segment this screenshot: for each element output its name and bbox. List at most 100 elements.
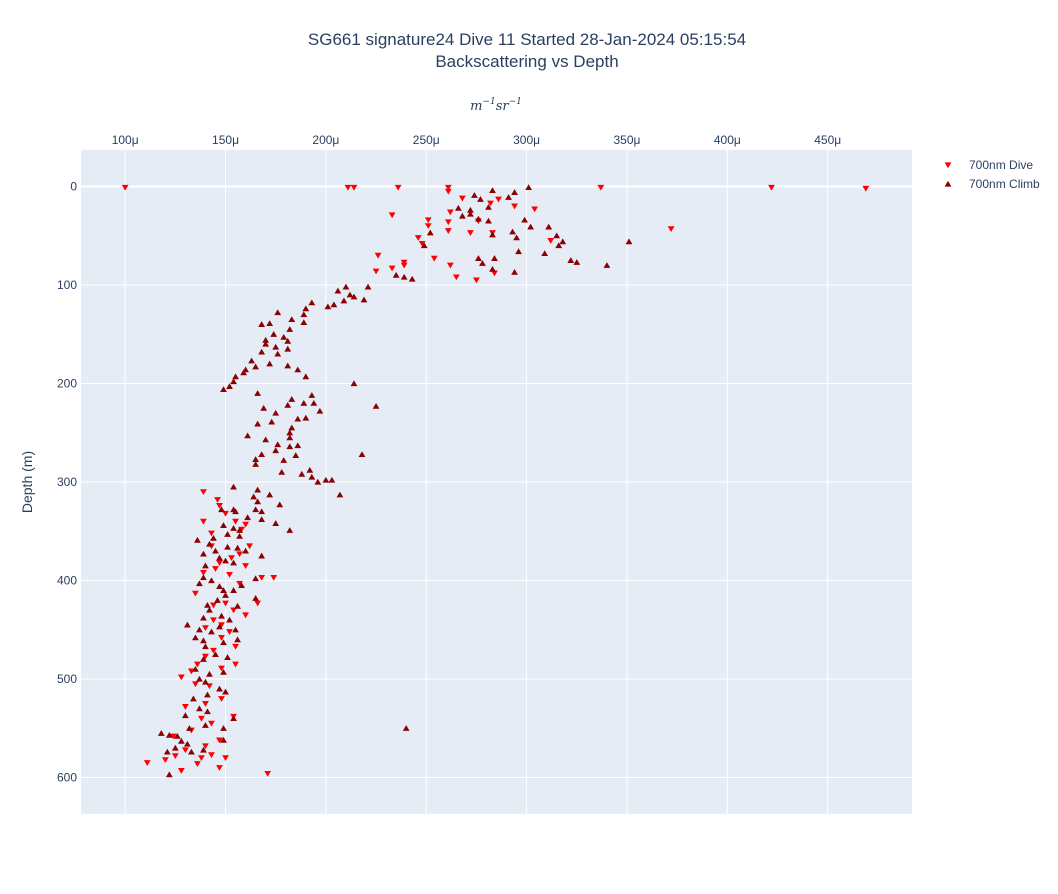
climb-point bbox=[286, 443, 294, 450]
climb-point bbox=[364, 283, 372, 290]
climb-point bbox=[288, 316, 296, 323]
climb-point bbox=[545, 223, 553, 230]
climb-point bbox=[254, 390, 262, 396]
climb-point bbox=[185, 725, 193, 731]
climb-point bbox=[216, 685, 223, 692]
climb-point bbox=[240, 369, 247, 376]
dive-point bbox=[444, 188, 452, 195]
climb-point bbox=[266, 491, 274, 498]
climb-point bbox=[555, 242, 563, 249]
dive-point bbox=[218, 665, 225, 672]
climb-point bbox=[252, 575, 260, 582]
climb-point bbox=[272, 447, 280, 454]
climb-point bbox=[458, 212, 466, 219]
climb-point bbox=[183, 621, 191, 628]
climb-point bbox=[270, 331, 278, 337]
y-axis-title: Depth (m) bbox=[19, 451, 35, 513]
climb-point bbox=[202, 678, 209, 685]
x-tick-label: 150μ bbox=[212, 133, 239, 147]
climb-point bbox=[244, 432, 252, 439]
climb-point bbox=[200, 550, 207, 557]
dive-point bbox=[452, 274, 460, 281]
legend-item-dive[interactable]: 700nm Dive bbox=[944, 158, 1034, 172]
climb-point bbox=[280, 457, 288, 463]
climb-point bbox=[202, 722, 209, 728]
dive-point bbox=[270, 574, 278, 581]
climb-point bbox=[171, 744, 179, 751]
dive-point bbox=[418, 240, 426, 247]
climb-point bbox=[300, 399, 308, 406]
climb-point bbox=[220, 639, 227, 646]
dive-point bbox=[242, 612, 249, 619]
climb-point bbox=[220, 725, 227, 731]
climb-point bbox=[324, 303, 332, 310]
x-axis-title-sr: sr bbox=[496, 99, 510, 114]
climb-point bbox=[218, 612, 225, 619]
legend-item-climb[interactable]: 700nm Climb bbox=[944, 177, 1040, 191]
climb-point bbox=[216, 623, 223, 630]
climb-point bbox=[471, 192, 478, 198]
y-tick-label: 100 bbox=[57, 278, 77, 292]
climb-point bbox=[266, 360, 274, 367]
climb-point bbox=[553, 232, 561, 239]
x-tick-label: 250μ bbox=[413, 133, 440, 147]
climb-point bbox=[392, 271, 400, 278]
climb-point bbox=[214, 597, 221, 603]
climb-point bbox=[302, 414, 310, 421]
climb-point bbox=[475, 215, 482, 222]
dive-point bbox=[254, 600, 262, 607]
dive-point bbox=[444, 228, 452, 234]
dive-point bbox=[768, 184, 775, 191]
climb-point bbox=[284, 401, 292, 408]
climb-point bbox=[226, 616, 233, 623]
climb-point bbox=[200, 637, 207, 644]
climb-point bbox=[196, 580, 203, 587]
dive-point bbox=[192, 590, 199, 597]
climb-point bbox=[220, 587, 227, 593]
climb-point bbox=[284, 337, 292, 344]
climb-point bbox=[238, 582, 245, 589]
dive-point bbox=[169, 733, 177, 740]
climb-point bbox=[200, 614, 207, 621]
dive-point bbox=[473, 277, 480, 284]
climb-point bbox=[196, 675, 203, 682]
dive-point bbox=[216, 737, 223, 744]
climb-point bbox=[372, 402, 380, 409]
climb-point bbox=[322, 476, 330, 483]
climb-point bbox=[230, 483, 237, 490]
dive-point bbox=[194, 661, 201, 668]
climb-point bbox=[272, 343, 280, 350]
climb-point bbox=[300, 319, 308, 326]
climb-point bbox=[288, 424, 296, 431]
dive-point bbox=[446, 262, 454, 269]
dive-point bbox=[200, 570, 207, 576]
legend-climb-marker bbox=[944, 180, 952, 187]
climb-point bbox=[248, 357, 256, 364]
y-axis-ticks: 0 100 200 300 400 500 600 bbox=[57, 179, 77, 784]
legend[interactable]: 700nm Dive 700nm Climb bbox=[944, 158, 1040, 191]
dive-point bbox=[374, 252, 382, 259]
climb-point bbox=[190, 695, 197, 702]
climb-point bbox=[489, 231, 496, 238]
dive-point bbox=[143, 760, 151, 766]
climb-point bbox=[165, 771, 173, 778]
dive-point bbox=[458, 195, 466, 202]
climb-point bbox=[236, 527, 243, 533]
climb-point bbox=[220, 386, 227, 392]
dive-point bbox=[258, 574, 266, 581]
dive-point bbox=[495, 196, 502, 203]
x-axis-title-exp1: −1 bbox=[482, 97, 495, 107]
climb-point bbox=[408, 275, 416, 282]
dive-point bbox=[222, 510, 229, 517]
climb-point bbox=[334, 287, 342, 294]
climb-point bbox=[527, 223, 535, 230]
climb-point bbox=[625, 238, 633, 245]
climb-point bbox=[266, 320, 274, 326]
dive-point bbox=[212, 566, 219, 572]
dive-point bbox=[388, 212, 396, 219]
dive-point bbox=[210, 602, 217, 609]
legend-climb-label: 700nm Climb bbox=[969, 177, 1040, 191]
y-tick-label: 300 bbox=[57, 475, 77, 489]
climb-point bbox=[288, 396, 296, 402]
climb-point bbox=[202, 562, 209, 569]
